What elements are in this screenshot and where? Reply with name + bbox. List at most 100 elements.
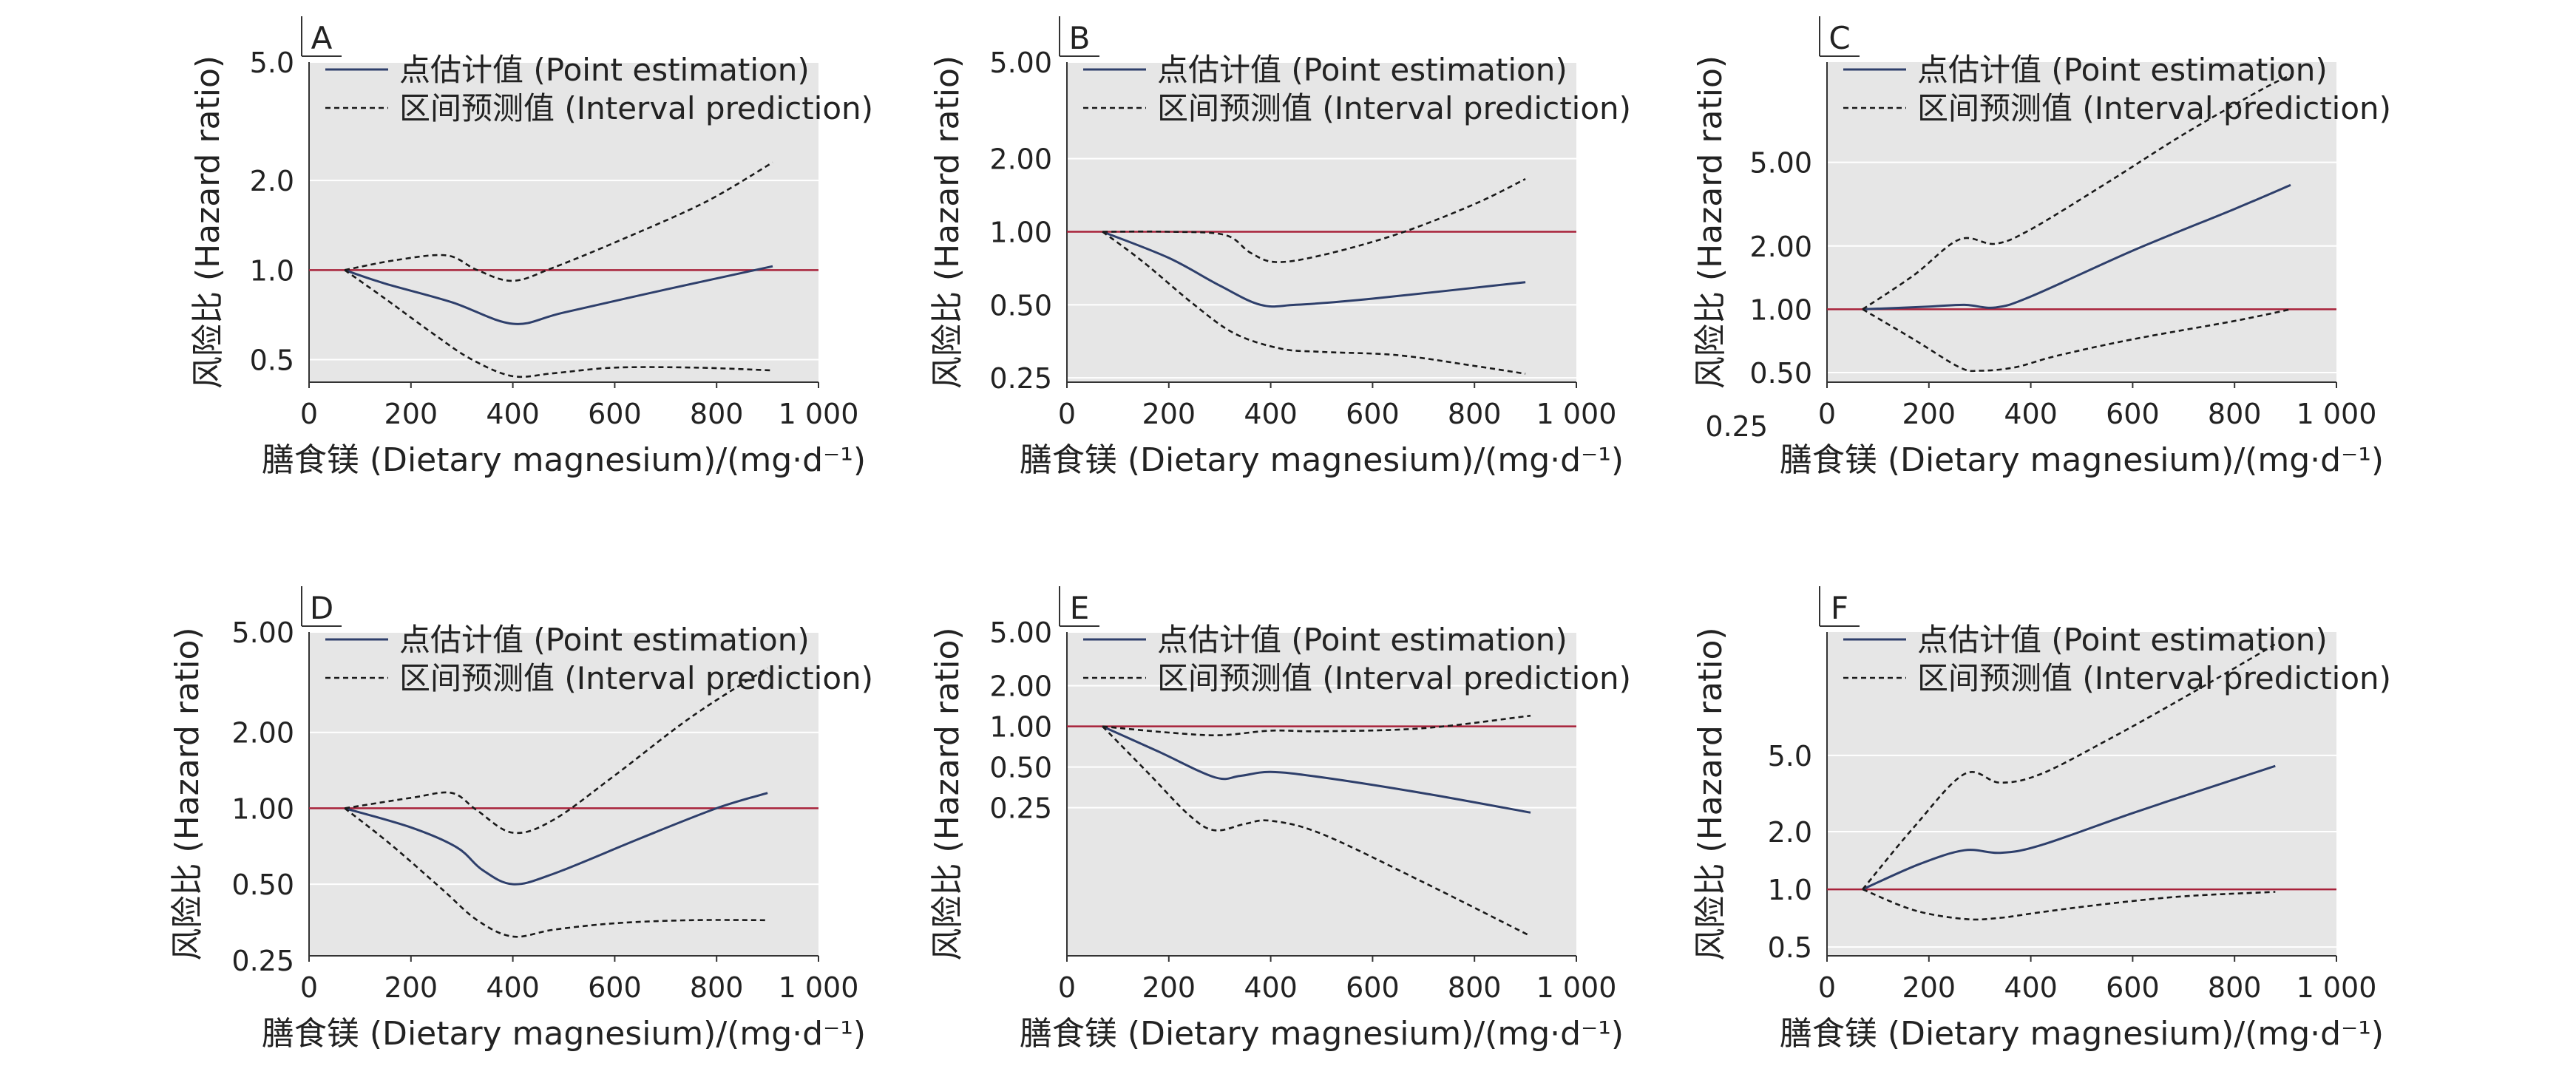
panel-label: B [1069, 20, 1091, 56]
interval-upper-line [345, 667, 768, 835]
plot-background [309, 632, 818, 956]
x-tick-label: 1 000 [1536, 971, 1617, 1004]
x-axis-label: 膳食镁 (Dietary magnesium)/(mg·d⁻¹) [1020, 441, 1624, 479]
panel-label: D [310, 590, 333, 626]
x-tick-label: 400 [1244, 398, 1298, 430]
y-tick-label: 0.25 [231, 945, 294, 977]
legend-label-point: 点估计值 (Point estimation) [399, 622, 810, 658]
x-tick-label: 400 [2004, 971, 2058, 1004]
panel-f: 0.5 1.0 2.0 5.0 0 200 400 600 800 1 000 膳食镁 (Dieta… [1692, 586, 2391, 1053]
y-tick-label: 0.5 [1768, 931, 1812, 964]
x-tick-label: 400 [486, 971, 540, 1004]
x-axis-label: 膳食镁 (Dietary magnesium)/(mg·d⁻¹) [1020, 1015, 1624, 1053]
interval-upper-line [344, 161, 773, 282]
y-tick-label: 2.00 [989, 670, 1052, 703]
panel-label: A [311, 20, 333, 56]
y-axis-label: 风险比 (Hazard ratio) [1692, 55, 1729, 389]
y-tick-label: 1.00 [1749, 293, 1812, 326]
x-tick-label: 600 [2106, 971, 2160, 1004]
interval-upper-line [1102, 177, 1526, 263]
legend-label-interval: 区间预测值 (Interval prediction) [1917, 660, 2391, 696]
legend-label-point: 点估计值 (Point estimation) [1157, 622, 1567, 658]
interval-lower-line [344, 269, 773, 378]
y-tick-label: 0.25 [989, 362, 1052, 395]
panel-d: 0.25 0.50 1.00 2.00 5.00 0 200 400 600 800 1 000 膳食… [169, 586, 873, 1053]
x-tick-label: 400 [486, 398, 540, 430]
plot-background [309, 62, 818, 382]
x-tick-label: 200 [384, 398, 438, 430]
x-tick-label: 800 [1448, 971, 1502, 1004]
y-axis-label: 风险比 (Hazard ratio) [929, 55, 966, 389]
y-tick-label: 5.00 [989, 617, 1052, 649]
legend-label-point: 点估计值 (Point estimation) [1917, 52, 2328, 88]
x-tick-label: 0 [1058, 398, 1076, 430]
point-estimate-line [344, 792, 768, 886]
x-tick-label: 0 [300, 971, 318, 1004]
point-estimate-line [344, 265, 773, 325]
y-tick-label: 2.00 [231, 717, 294, 750]
plot-background [1067, 62, 1576, 382]
y-tick-label: 2.0 [1768, 816, 1812, 849]
y-tick-label: 2.00 [989, 143, 1052, 176]
point-estimate-line [1862, 764, 2276, 891]
legend-label-interval: 区间预测值 (Interval prediction) [1917, 90, 2391, 126]
x-tick-label: 800 [690, 398, 744, 430]
x-tick-label: 800 [2208, 971, 2262, 1004]
x-tick-label: 200 [1142, 971, 1196, 1004]
x-tick-label: 600 [588, 398, 642, 430]
y-tick-label: 0.25 [989, 792, 1052, 825]
x-tick-label: 600 [1346, 971, 1400, 1004]
panel-label: C [1828, 20, 1850, 56]
point-estimate-line [1862, 183, 2291, 310]
interval-lower-line [1102, 231, 1526, 375]
legend-label-point: 点估计值 (Point estimation) [1157, 52, 1567, 88]
legend-label-interval: 区间预测值 (Interval prediction) [1157, 90, 1631, 126]
interval-lower-line [344, 807, 768, 938]
interval-upper-line [1862, 643, 2276, 890]
x-tick-label: 0 [1818, 971, 1836, 1004]
x-tick-label: 1 000 [2297, 398, 2377, 430]
legend-label-interval: 区间预测值 (Interval prediction) [399, 90, 873, 126]
legend-label-point: 点估计值 (Point estimation) [1917, 622, 2328, 658]
y-tick-label: 0.50 [231, 869, 294, 901]
x-tick-label: 1 000 [2297, 971, 2377, 1004]
x-tick-label: 800 [2208, 398, 2262, 430]
y-tick-label: 1.00 [989, 711, 1052, 744]
x-axis-label: 膳食镁 (Dietary magnesium)/(mg·d⁻¹) [1780, 1015, 2384, 1053]
panel-a: 0.5 1.0 2.0 5.0 0 200 400 600 800 1 000 膳食镁 (Dieta… [189, 16, 873, 479]
x-tick-label: 600 [2106, 398, 2160, 430]
x-tick-label: 600 [1346, 398, 1400, 430]
x-axis-label: 膳食镁 (Dietary magnesium)/(mg·d⁻¹) [262, 441, 866, 479]
y-tick-label: 2.00 [1749, 231, 1812, 263]
panel-e: 0.25 0.50 1.00 2.00 5.00 0 200 400 600 800 1 000 膳食… [929, 586, 1631, 1053]
interval-lower-line [1862, 308, 2291, 373]
x-tick-label: 200 [1142, 398, 1196, 430]
x-tick-label: 0 [1058, 971, 1076, 1004]
x-tick-label: 200 [1902, 971, 1956, 1004]
y-tick-label: 1.0 [1768, 874, 1812, 906]
y-tick-label: 5.0 [250, 47, 294, 79]
x-tick-label: 1 000 [779, 971, 859, 1004]
legend-label-interval: 区间预测值 (Interval prediction) [399, 660, 873, 696]
y-tick-label: 5.00 [1749, 147, 1812, 180]
x-tick-label: 0 [1818, 398, 1836, 430]
x-tick-label: 600 [588, 971, 642, 1004]
panel-b: 0.25 0.50 1.00 2.00 5.00 0 200 400 600 800 1 000 膳食… [929, 16, 1631, 479]
y-tick-label: 5.00 [989, 47, 1052, 79]
x-axis-label: 膳食镁 (Dietary magnesium)/(mg·d⁻¹) [262, 1015, 866, 1053]
y-tick-label: 0.50 [989, 752, 1052, 784]
interval-upper-line [1862, 74, 2291, 310]
legend-label-interval: 区间预测值 (Interval prediction) [1157, 660, 1631, 696]
y-tick-label: 0.5 [250, 344, 294, 377]
x-tick-label: 200 [1902, 398, 1956, 430]
x-tick-label: 1 000 [779, 398, 859, 430]
y-tick-label: 1.0 [250, 254, 294, 287]
x-tick-label: 1 000 [1536, 398, 1617, 430]
x-tick-label: 800 [690, 971, 744, 1004]
plot-background [1827, 632, 2336, 956]
x-tick-label: 0 [300, 398, 318, 430]
panel-label: F [1831, 590, 1848, 626]
x-tick-label: 800 [1448, 398, 1502, 430]
y-tick-label: 2.0 [250, 165, 294, 197]
